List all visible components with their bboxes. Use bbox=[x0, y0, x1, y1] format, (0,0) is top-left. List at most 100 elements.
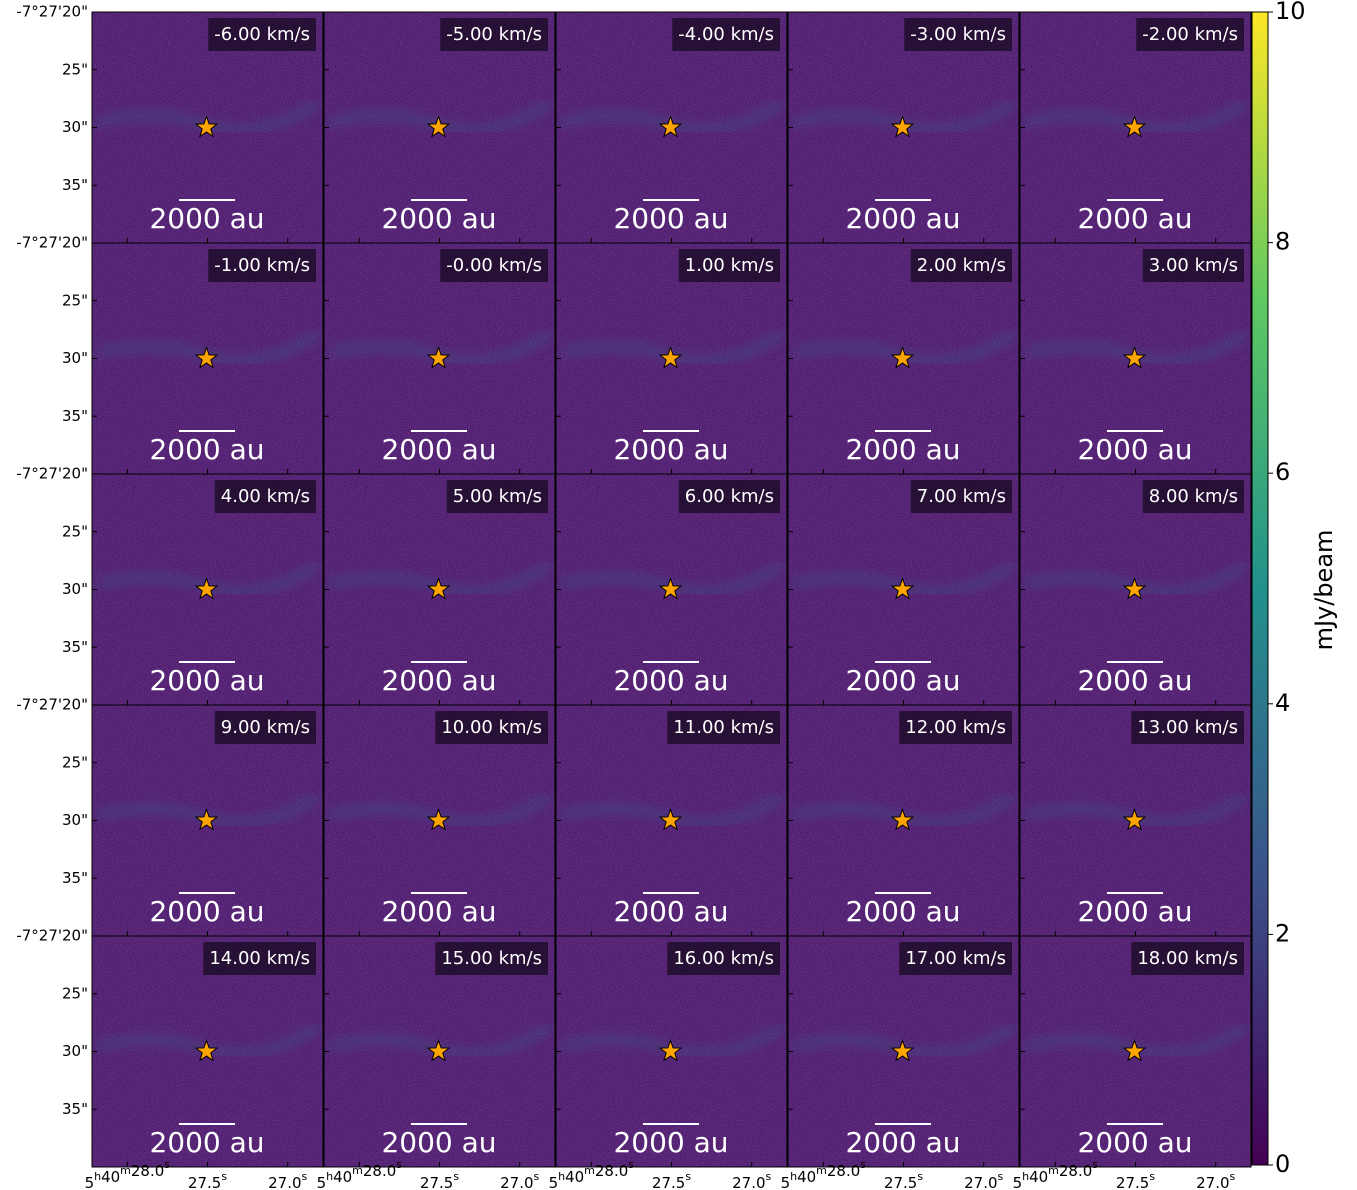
colorbar-tick-label: 0 bbox=[1275, 1150, 1290, 1178]
scale-bar-label: 2000 au bbox=[381, 1126, 496, 1159]
velocity-label: -1.00 km/s bbox=[214, 255, 310, 276]
velocity-label: 12.00 km/s bbox=[905, 717, 1006, 738]
x-tick-label: 27.0s bbox=[1196, 1170, 1235, 1190]
y-tick-label: -7°27'20" bbox=[16, 234, 88, 252]
channel-panel: 2.00 km/s 2000 au bbox=[788, 243, 1019, 474]
scale-bar-label: 2000 au bbox=[613, 433, 728, 466]
y-tick-label: -7°27'20" bbox=[16, 927, 88, 945]
y-tick-label: 25" bbox=[62, 753, 88, 771]
y-tick-label: 30" bbox=[62, 118, 88, 136]
velocity-label: 11.00 km/s bbox=[673, 717, 774, 738]
colorbar-label: mJy/beam bbox=[1310, 530, 1338, 651]
channel-panel: 1.00 km/s 2000 au bbox=[556, 243, 787, 474]
channel-panel: -2.00 km/s 2000 au bbox=[1020, 12, 1251, 243]
x-tick-label: 27.5s bbox=[188, 1170, 227, 1190]
scale-bar-label: 2000 au bbox=[1077, 664, 1192, 697]
y-tick-label: -7°27'20" bbox=[16, 465, 88, 483]
x-tick-label: 27.0s bbox=[964, 1170, 1003, 1190]
channel-panel: 12.00 km/s 2000 au bbox=[788, 705, 1019, 936]
velocity-label: 13.00 km/s bbox=[1137, 717, 1238, 738]
scale-bar-label: 2000 au bbox=[381, 202, 496, 235]
x-tick-label: 27.5s bbox=[1116, 1170, 1155, 1190]
scale-bar-label: 2000 au bbox=[381, 895, 496, 928]
scale-bar-label: 2000 au bbox=[149, 895, 264, 928]
y-tick-label: 35" bbox=[62, 407, 88, 425]
velocity-label: -6.00 km/s bbox=[214, 24, 310, 45]
channel-panel: 7.00 km/s 2000 au bbox=[788, 474, 1019, 705]
channel-panel: -0.00 km/s 2000 au bbox=[324, 243, 555, 474]
channel-panel: -7°27'20" 25" 30" 35" 4.00 km/s 2000 au bbox=[16, 465, 323, 706]
scale-bar-label: 2000 au bbox=[845, 433, 960, 466]
figure: mJy/beam -7°27'20" 25" 30" 35" -6.00 km/s 200… bbox=[0, 0, 1357, 1190]
velocity-label: -0.00 km/s bbox=[446, 255, 542, 276]
velocity-label: 2.00 km/s bbox=[917, 255, 1006, 276]
y-tick-label: 25" bbox=[62, 984, 88, 1002]
velocity-label: 17.00 km/s bbox=[905, 948, 1006, 969]
channel-panel: 13.00 km/s 2000 au bbox=[1020, 705, 1251, 936]
velocity-label: 15.00 km/s bbox=[441, 948, 542, 969]
x-tick-label: 27.0s bbox=[500, 1170, 539, 1190]
colorbar-tick-label: 10 bbox=[1275, 0, 1306, 25]
scale-bar-label: 2000 au bbox=[845, 1126, 960, 1159]
scale-bar-label: 2000 au bbox=[149, 664, 264, 697]
colorbar-tick-label: 4 bbox=[1275, 689, 1290, 717]
colorbar bbox=[1252, 12, 1268, 1165]
velocity-label: 4.00 km/s bbox=[221, 486, 310, 507]
velocity-label: 10.00 km/s bbox=[441, 717, 542, 738]
scale-bar-label: 2000 au bbox=[845, 202, 960, 235]
y-tick-label: -7°27'20" bbox=[16, 696, 88, 714]
y-tick-label: 25" bbox=[62, 291, 88, 309]
channel-panel: 11.00 km/s 2000 au bbox=[556, 705, 787, 936]
colorbar-tick-label: 8 bbox=[1275, 228, 1290, 256]
velocity-label: 16.00 km/s bbox=[673, 948, 774, 969]
scale-bar-label: 2000 au bbox=[1077, 433, 1192, 466]
x-tick-label: 27.5s bbox=[420, 1170, 459, 1190]
scale-bar-label: 2000 au bbox=[1077, 895, 1192, 928]
channel-panel: 8.00 km/s 2000 au bbox=[1020, 474, 1251, 705]
channel-panel: 3.00 km/s 2000 au bbox=[1020, 243, 1251, 474]
scale-bar-label: 2000 au bbox=[381, 433, 496, 466]
velocity-label: -2.00 km/s bbox=[1142, 24, 1238, 45]
velocity-label: 8.00 km/s bbox=[1149, 486, 1238, 507]
channel-panel: 10.00 km/s 2000 au bbox=[324, 705, 555, 936]
channel-panel: 6.00 km/s 2000 au bbox=[556, 474, 787, 705]
scale-bar-label: 2000 au bbox=[149, 202, 264, 235]
colorbar-tick-label: 6 bbox=[1275, 458, 1290, 486]
velocity-label: 7.00 km/s bbox=[917, 486, 1006, 507]
scale-bar-label: 2000 au bbox=[1077, 202, 1192, 235]
velocity-label: 14.00 km/s bbox=[209, 948, 310, 969]
velocity-label: 5.00 km/s bbox=[453, 486, 542, 507]
x-tick-label: 27.0s bbox=[732, 1170, 771, 1190]
y-tick-label: -7°27'20" bbox=[16, 3, 88, 21]
y-tick-label: 30" bbox=[62, 580, 88, 598]
channel-panel: -7°27'20"25"30"35"-1.00 km/s2000 au bbox=[16, 234, 323, 475]
scale-bar-label: 2000 au bbox=[845, 664, 960, 697]
scale-bar-label: 2000 au bbox=[149, 1126, 264, 1159]
x-tick-label: 27.0s bbox=[268, 1170, 307, 1190]
scale-bar-label: 2000 au bbox=[845, 895, 960, 928]
velocity-label: 18.00 km/s bbox=[1137, 948, 1238, 969]
y-tick-label: 35" bbox=[62, 638, 88, 656]
scale-bar-label: 2000 au bbox=[613, 664, 728, 697]
scale-bar-label: 2000 au bbox=[1077, 1126, 1192, 1159]
scale-bar-label: 2000 au bbox=[149, 433, 264, 466]
velocity-label: 6.00 km/s bbox=[685, 486, 774, 507]
y-tick-label: 35" bbox=[62, 869, 88, 887]
velocity-label: 1.00 km/s bbox=[685, 255, 774, 276]
y-tick-label: 30" bbox=[62, 1042, 88, 1060]
scale-bar-label: 2000 au bbox=[613, 895, 728, 928]
y-tick-label: 25" bbox=[62, 522, 88, 540]
velocity-label: -5.00 km/s bbox=[446, 24, 542, 45]
y-tick-label: 35" bbox=[62, 1100, 88, 1118]
channel-panel: -5.00 km/s 2000 au bbox=[324, 12, 555, 243]
velocity-label: 3.00 km/s bbox=[1149, 255, 1238, 276]
x-tick-label: 27.5s bbox=[652, 1170, 691, 1190]
velocity-label: -4.00 km/s bbox=[678, 24, 774, 45]
y-tick-label: 30" bbox=[62, 811, 88, 829]
